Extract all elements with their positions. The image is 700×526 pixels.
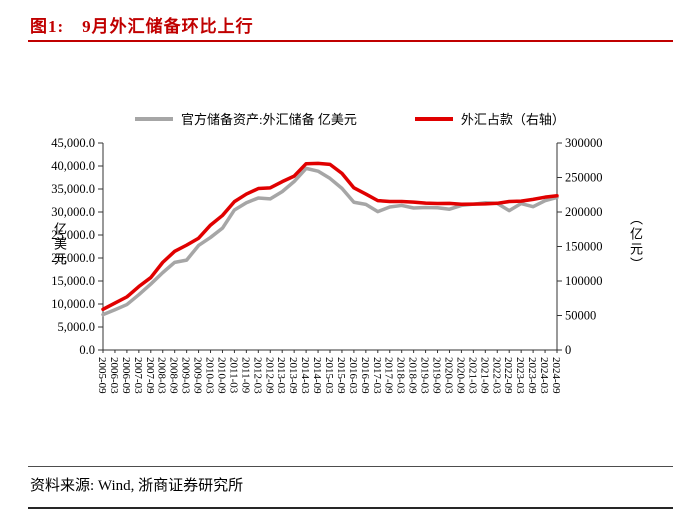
svg-text:2009-09: 2009-09 [192, 357, 204, 394]
svg-text:2013-03: 2013-03 [275, 357, 287, 394]
legend-label-fx-position: 外汇占款（右轴） [460, 112, 565, 127]
svg-text:2023-03: 2023-03 [514, 357, 526, 394]
svg-text:45,000.0: 45,000.0 [51, 136, 95, 150]
left-axis-title: 亿美元 [52, 222, 67, 267]
svg-text:35,000.0: 35,000.0 [51, 182, 95, 196]
svg-text:2022-09: 2022-09 [502, 357, 514, 394]
red-line-swatch [414, 116, 453, 121]
svg-text:2019-09: 2019-09 [431, 357, 443, 394]
svg-text:2018-03: 2018-03 [395, 357, 407, 394]
svg-text:2021-09: 2021-09 [478, 357, 490, 394]
svg-text:200000: 200000 [565, 205, 603, 219]
svg-text:2012-03: 2012-03 [251, 357, 263, 394]
svg-text:2007-03: 2007-03 [132, 357, 144, 394]
svg-text:2008-03: 2008-03 [156, 357, 168, 394]
chart-legend: 官方储备资产:外汇储备 亿美元 外汇占款（右轴） [0, 109, 700, 128]
right-axis-tick-labels: 0 50000 100000 150000 200000 250000 300000 [565, 136, 603, 357]
svg-text:2016-09: 2016-09 [359, 357, 371, 394]
svg-text:300000: 300000 [565, 136, 603, 150]
svg-text:2022-03: 2022-03 [490, 357, 502, 394]
chart-canvas: 0.0 5,000.0 10,000.0 15,000.0 20,000.0 25,000… [51, 136, 603, 394]
left-axis-tick-labels: 0.0 5,000.0 10,000.0 15,000.0 20,000.0 25,000… [51, 136, 95, 357]
svg-text:2014-03: 2014-03 [299, 357, 311, 394]
svg-text:2007-09: 2007-09 [144, 357, 156, 394]
svg-text:30,000.0: 30,000.0 [51, 205, 95, 219]
svg-text:2020-03: 2020-03 [442, 357, 454, 394]
legend-item-fx-reserves: 官方储备资产:外汇储备 亿美元 [135, 109, 357, 128]
legend-item-fx-position: 外汇占款（右轴） [414, 109, 565, 128]
svg-text:2017-03: 2017-03 [371, 357, 383, 394]
svg-text:2023-09: 2023-09 [526, 357, 538, 394]
svg-text:2009-03: 2009-03 [180, 357, 192, 394]
svg-text:250000: 250000 [565, 171, 603, 185]
svg-text:2021-03: 2021-03 [466, 357, 478, 394]
source-text: 资料来源: Wind, 浙商证券研究所 [30, 478, 244, 494]
svg-text:2015-09: 2015-09 [335, 357, 347, 394]
svg-text:2018-09: 2018-09 [407, 357, 419, 394]
series-line-fx-reserves [101, 166, 559, 317]
series-lines [101, 161, 559, 317]
legend-label-fx-reserves: 官方储备资产:外汇储备 亿美元 [181, 112, 357, 127]
svg-text:2024-09: 2024-09 [550, 357, 562, 394]
svg-text:150000: 150000 [565, 240, 603, 254]
svg-text:2012-09: 2012-09 [263, 357, 275, 394]
svg-text:2011-03: 2011-03 [227, 357, 239, 394]
x-axis-tick-labels: 2005-09 2006-03 2006-09 2007-03 2007-09 2008-… [96, 357, 562, 394]
page-bottom-line [28, 507, 673, 509]
svg-text:2013-09: 2013-09 [287, 357, 299, 394]
svg-text:2006-09: 2006-09 [120, 357, 132, 394]
svg-text:10,000.0: 10,000.0 [51, 297, 95, 311]
gray-line-swatch [135, 116, 174, 121]
series-line-fx-position [101, 161, 559, 312]
axes [98, 142, 562, 353]
svg-text:2017-09: 2017-09 [383, 357, 395, 394]
svg-text:2019-03: 2019-03 [419, 357, 431, 394]
svg-text:2005-09: 2005-09 [96, 357, 108, 394]
svg-text:2010-03: 2010-03 [204, 357, 216, 394]
title-underline [28, 40, 673, 42]
svg-text:2011-09: 2011-09 [239, 357, 251, 394]
svg-text:20,000.0: 20,000.0 [51, 251, 95, 265]
svg-text:2006-03: 2006-03 [108, 357, 120, 394]
svg-text:2008-09: 2008-09 [168, 357, 180, 394]
svg-text:15,000.0: 15,000.0 [51, 274, 95, 288]
right-axis-title: （亿元） [628, 212, 643, 272]
svg-text:5,000.0: 5,000.0 [58, 320, 96, 334]
svg-text:2024-03: 2024-03 [538, 357, 550, 394]
svg-text:50000: 50000 [565, 309, 596, 323]
svg-text:2020-09: 2020-09 [454, 357, 466, 394]
svg-text:100000: 100000 [565, 274, 603, 288]
svg-text:0: 0 [565, 343, 571, 357]
svg-text:25,000.0: 25,000.0 [51, 228, 95, 242]
svg-text:2016-03: 2016-03 [347, 357, 359, 394]
svg-text:2014-09: 2014-09 [311, 357, 323, 394]
svg-text:0.0: 0.0 [79, 343, 95, 357]
svg-text:40,000.0: 40,000.0 [51, 159, 95, 173]
figure-title: 图1: 9月外汇储备环比上行 [30, 17, 254, 36]
svg-text:2010-09: 2010-09 [215, 357, 227, 394]
svg-text:2015-03: 2015-03 [323, 357, 335, 394]
source-divider-line [28, 466, 673, 467]
